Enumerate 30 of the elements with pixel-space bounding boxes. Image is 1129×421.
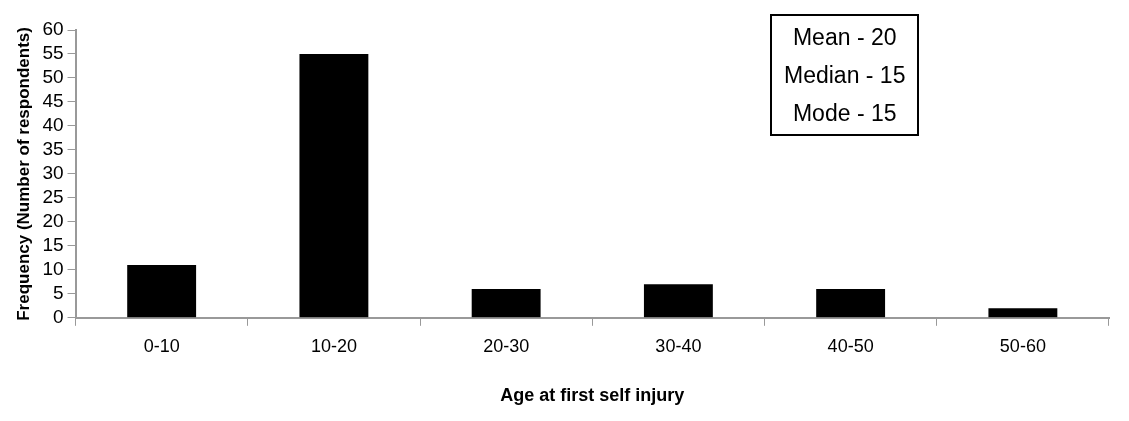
annotation: Mean - 20 xyxy=(791,23,898,52)
y-tick-label: 10 xyxy=(42,258,64,280)
bar xyxy=(127,265,197,318)
x-tick-label: 10-20 xyxy=(310,335,357,356)
y-tick-label: 15 xyxy=(42,234,64,256)
bar xyxy=(471,289,541,318)
bar xyxy=(299,53,369,318)
y-tick-label: 35 xyxy=(42,138,64,160)
y-tick-label: 20 xyxy=(42,210,64,232)
y-tick-label: 0 xyxy=(52,306,64,328)
y-tick-label: 60 xyxy=(42,18,64,40)
y-tick-label: 30 xyxy=(42,162,64,184)
y-tick-label: 55 xyxy=(42,42,64,64)
y-tick-label: 45 xyxy=(42,90,64,112)
y-tick-label: 40 xyxy=(42,114,64,136)
y-tick-label: 25 xyxy=(42,186,64,208)
x-tick-label: 50-60 xyxy=(999,335,1046,356)
bar xyxy=(643,284,713,318)
x-axis-title: Age at first self injury xyxy=(500,385,685,406)
bar xyxy=(816,289,886,318)
y-tick-label: 5 xyxy=(52,282,64,304)
x-tick-label: 20-30 xyxy=(483,335,530,356)
bar xyxy=(988,308,1058,318)
x-tick-label: 40-50 xyxy=(827,335,874,356)
x-tick-label: 0-10 xyxy=(143,335,180,356)
y-tick-label: 50 xyxy=(42,66,64,88)
annotation: Median - 15 xyxy=(784,61,906,90)
y-axis-title: Frequency (Number of respondents) xyxy=(13,27,33,321)
annotation: Mode - 15 xyxy=(791,99,898,128)
x-tick-label: 30-40 xyxy=(655,335,702,356)
